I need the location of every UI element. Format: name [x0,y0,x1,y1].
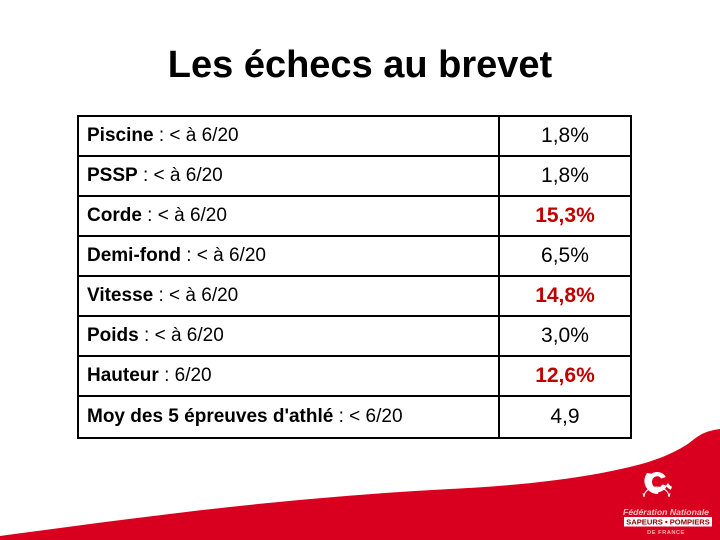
svg-text:SAPEURS • POMPIERS: SAPEURS • POMPIERS [626,518,710,527]
svg-text:Fédération Nationale: Fédération Nationale [623,507,709,517]
svg-text:DE FRANCE: DE FRANCE [647,530,685,536]
